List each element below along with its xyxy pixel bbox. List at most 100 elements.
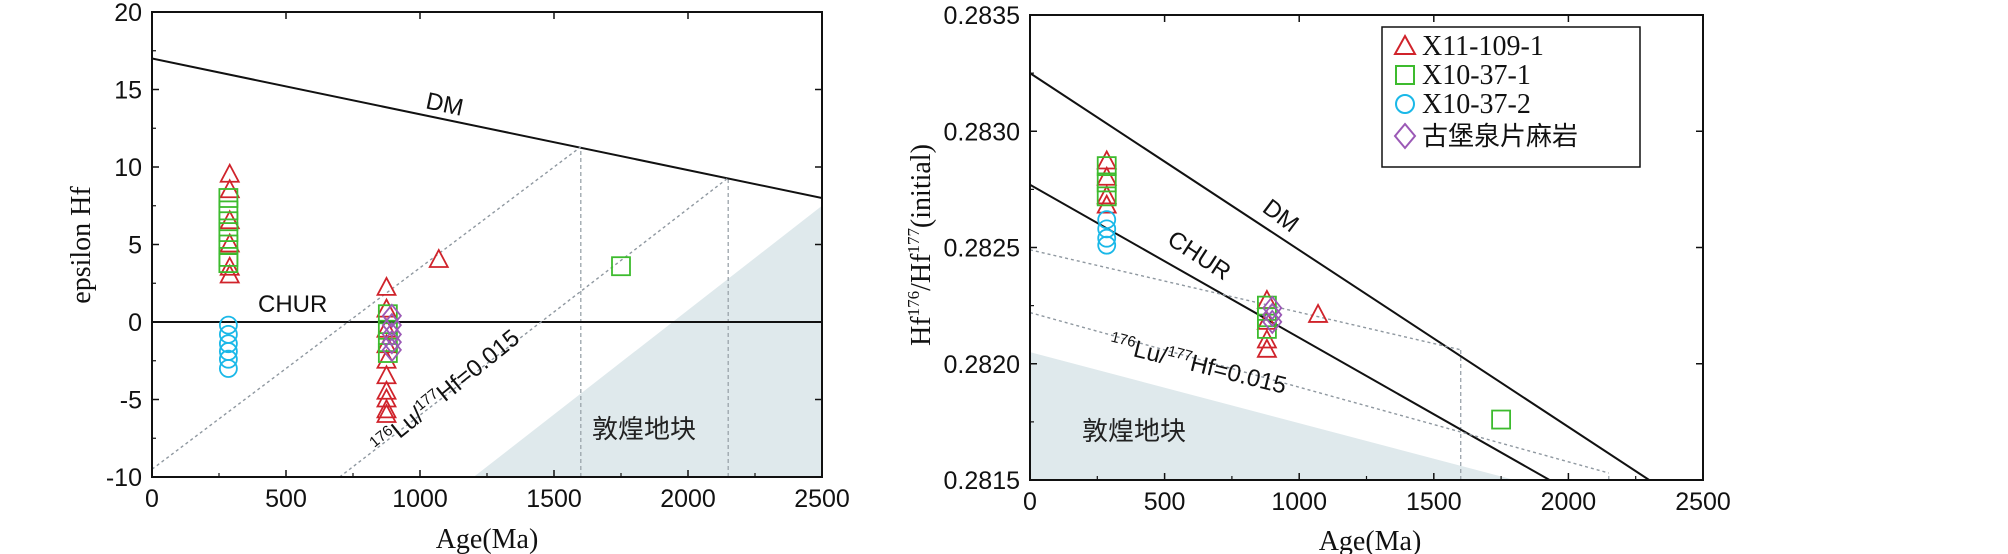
right-chart: 0 500 1000 1500 2000 2500 0.2815 0.2820 0.2825 0.… xyxy=(904,2,1731,554)
point-square xyxy=(218,188,239,208)
right-dm-label: DM xyxy=(1257,194,1303,238)
point-square xyxy=(218,211,239,232)
right-x-axis-title: Age(Ma) xyxy=(1319,526,1422,554)
left-shaded-region xyxy=(473,205,822,477)
point-square xyxy=(1096,186,1117,207)
point-triangle xyxy=(219,232,241,253)
y-tick-label: 15 xyxy=(114,77,142,105)
x-tick-label: 2500 xyxy=(1675,488,1731,516)
x-tick-label: 0 xyxy=(1023,488,1037,516)
chur-line xyxy=(1030,183,1551,480)
right-y-axis-title: Hf176/Hf177(initial) xyxy=(904,144,937,346)
evolution-2-line xyxy=(1030,311,1609,474)
point-diamond xyxy=(1262,295,1283,321)
x-tick-label: 2000 xyxy=(1541,488,1597,516)
point-square xyxy=(218,253,239,274)
x-tick-label: 500 xyxy=(265,485,307,513)
evolution-1-line xyxy=(1030,249,1461,351)
y-tick-label: 10 xyxy=(114,154,142,182)
x-tick-label: 1500 xyxy=(526,485,582,513)
point-circle xyxy=(218,359,238,378)
shaded-region-polygon xyxy=(1030,352,1515,480)
legend-entry-x10-37-1: X10-37-1 xyxy=(1395,60,1531,91)
x-tick-label: 1000 xyxy=(1271,488,1327,516)
point-square xyxy=(1096,172,1117,193)
y-tick-label: 20 xyxy=(114,0,142,27)
evolution-2-line xyxy=(339,177,729,477)
right-shaded-region xyxy=(1030,352,1515,480)
y-tick-label: -10 xyxy=(106,464,142,492)
left-reference-lines xyxy=(152,57,822,477)
point-square xyxy=(1256,295,1277,316)
y-tick-label: 0.2815 xyxy=(944,467,1020,495)
point-triangle xyxy=(428,248,450,268)
legend-entry-gubaoquan-gneiss: 古堡泉片麻岩 xyxy=(1393,122,1578,152)
evolution-1-line xyxy=(152,146,582,470)
dm-line xyxy=(1030,72,1650,480)
x-tick-label: 2000 xyxy=(660,485,716,513)
legend-box xyxy=(1381,26,1641,168)
left-chur-label: CHUR xyxy=(258,291,327,318)
y-tick-label: -5 xyxy=(120,387,142,415)
point-triangle xyxy=(376,403,397,423)
legend-triangle-icon xyxy=(1393,33,1417,55)
point-triangle xyxy=(1256,337,1278,358)
point-circle xyxy=(218,315,238,335)
x-tick-label: 500 xyxy=(1144,488,1186,516)
point-triangle xyxy=(1096,165,1118,186)
left-y-axis-title: epsilon Hf xyxy=(66,186,97,304)
left-data-points xyxy=(218,162,631,423)
point-square xyxy=(1491,409,1511,430)
point-triangle xyxy=(1096,193,1118,214)
left-axes: 0 500 1000 1500 2000 2500 -10 -5 0 5 10 15 20 xyxy=(106,0,850,513)
left-region-label: 敦煌地块 xyxy=(592,415,696,445)
right-axes: 0 500 1000 1500 2000 2500 0.2815 0.2820 0.2825 0.… xyxy=(944,2,1731,516)
legend-diamond-icon xyxy=(1393,122,1417,150)
point-square xyxy=(611,256,631,277)
point-circle xyxy=(218,334,238,354)
legend-label: X11-109-1 xyxy=(1422,31,1544,62)
legend-square-icon xyxy=(1395,65,1415,85)
legend-label: X10-37-2 xyxy=(1422,89,1531,120)
point-circle xyxy=(218,349,238,369)
point-triangle xyxy=(1096,184,1118,205)
point-triangle xyxy=(376,297,397,318)
y-tick-label: 0.2820 xyxy=(944,351,1020,379)
y-tick-label: 0.2835 xyxy=(944,2,1020,30)
point-diamond xyxy=(381,337,403,363)
point-triangle xyxy=(1307,303,1329,323)
shaded-region-polygon xyxy=(473,205,822,477)
legend-label: X10-37-1 xyxy=(1422,60,1531,91)
legend-entry-x10-37-2: X10-37-2 xyxy=(1395,89,1531,120)
point-diamond xyxy=(1262,309,1283,335)
legend-entry-x11-109-1: X11-109-1 xyxy=(1393,31,1544,62)
point-circle xyxy=(1097,228,1117,248)
point-diamond xyxy=(381,312,403,338)
x-tick-label: 0 xyxy=(145,485,159,513)
y-tick-label: 0.2825 xyxy=(944,235,1020,263)
point-diamond xyxy=(381,303,403,329)
point-diamond xyxy=(381,329,403,355)
point-triangle xyxy=(376,398,397,419)
x-tick-label: 1000 xyxy=(392,485,448,513)
right-data-points xyxy=(1096,149,1511,430)
y-tick-label: 0.2830 xyxy=(944,118,1020,146)
point-triangle xyxy=(1256,328,1278,349)
right-reference-lines xyxy=(1030,72,1650,480)
legend-label: 古堡泉片麻岩 xyxy=(1422,122,1578,152)
x-tick-label: 1500 xyxy=(1406,488,1462,516)
right-chur-label: CHUR xyxy=(1163,226,1236,286)
left-x-axis-title: Age(Ma) xyxy=(436,524,539,554)
point-diamond xyxy=(381,321,403,347)
point-circle xyxy=(1097,235,1117,255)
dm-line xyxy=(152,57,822,199)
right-region-label: 敦煌地块 xyxy=(1082,417,1186,447)
point-diamond xyxy=(1262,302,1283,328)
point-triangle xyxy=(376,275,397,296)
point-square xyxy=(218,222,239,243)
point-square xyxy=(377,332,398,353)
y-tick-label: 5 xyxy=(128,232,142,260)
point-square xyxy=(218,200,239,221)
